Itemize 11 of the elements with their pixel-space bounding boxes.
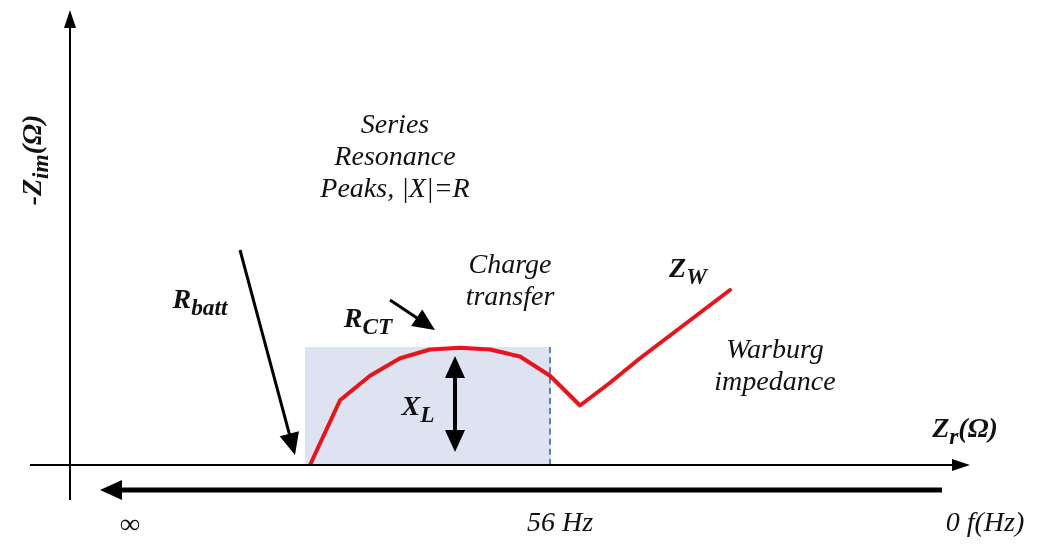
annotation: Charge transfer bbox=[464, 248, 556, 313]
annotation: R$_{batt}$ bbox=[172, 283, 228, 321]
text: 56 Hz bbox=[526, 506, 594, 539]
annotation: X$_{L}$ bbox=[401, 390, 435, 428]
text: ∞ bbox=[120, 508, 140, 541]
annotation: R$_{CT}$ bbox=[343, 302, 393, 340]
x-axis-title: Z$_{r}$(Ω) bbox=[932, 412, 998, 450]
text: Z$_{W}$ bbox=[669, 252, 707, 290]
annotation: Warburg impedance bbox=[713, 333, 837, 398]
text: 0 f(Hz) bbox=[945, 506, 1025, 539]
text: Series Resonance Peaks, |X|=R bbox=[319, 108, 471, 205]
